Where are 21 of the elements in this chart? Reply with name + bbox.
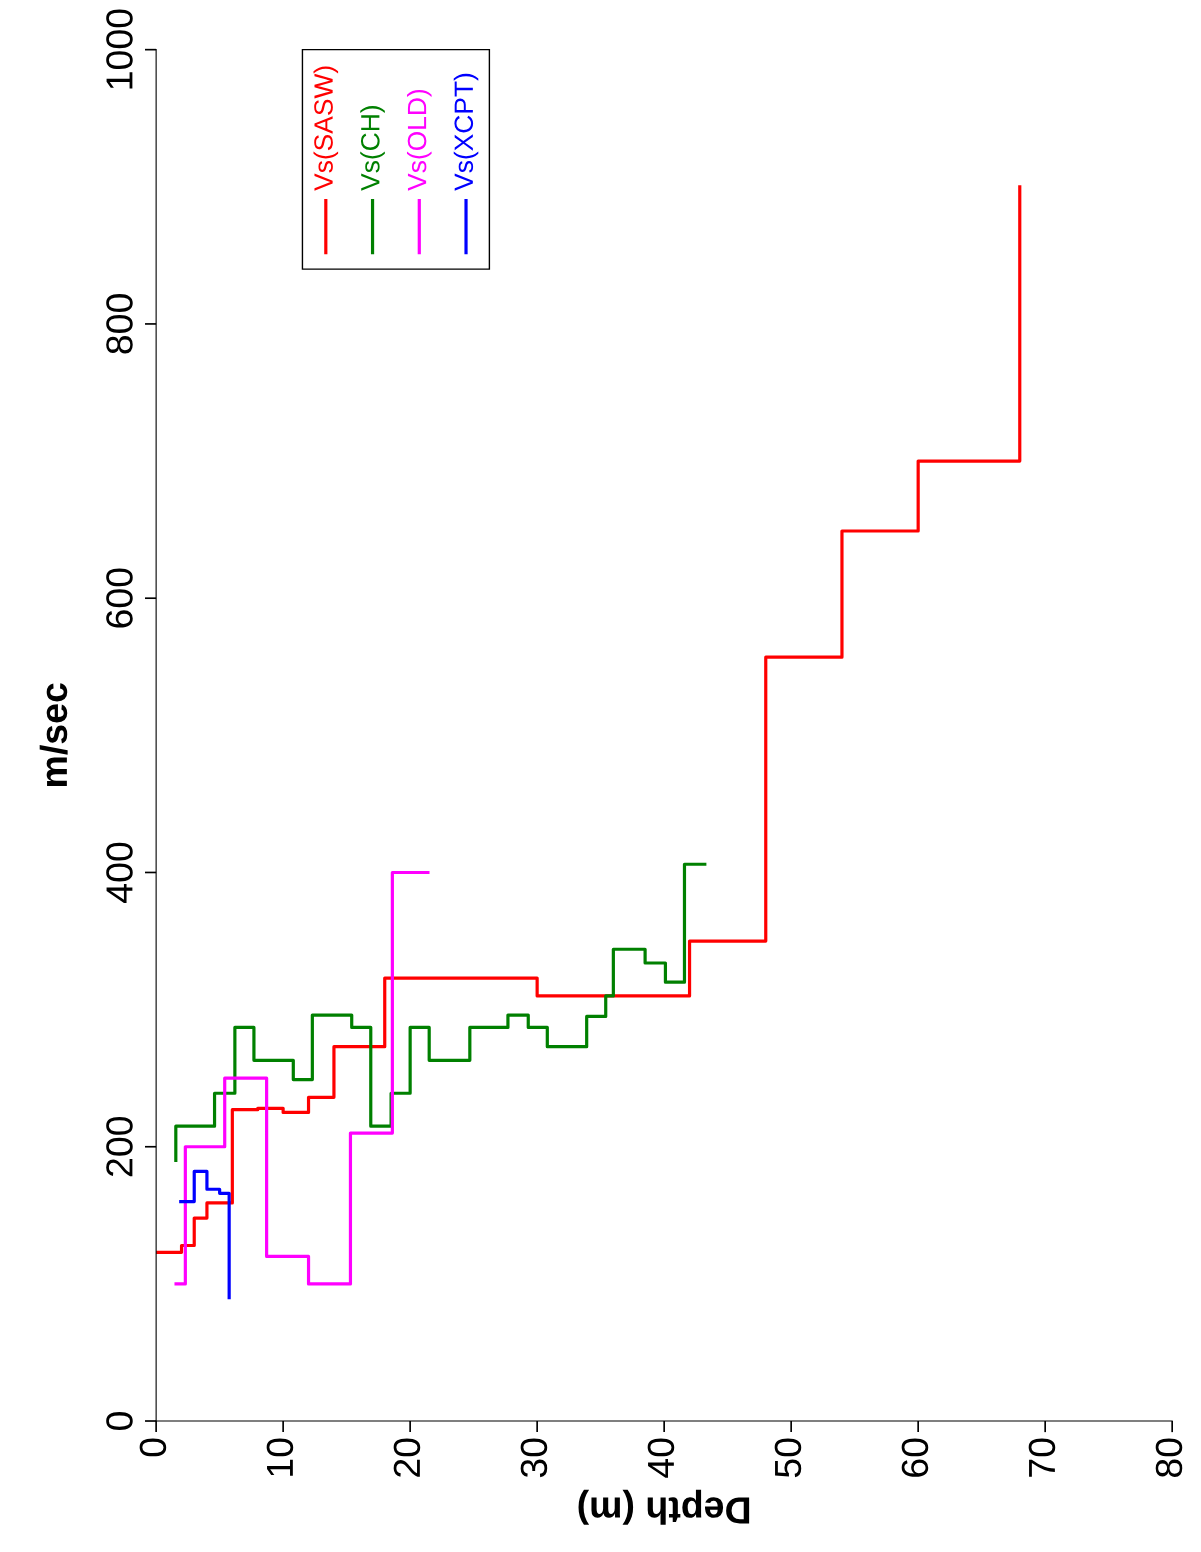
text: Vs(XCPT)	[453, 73, 479, 191]
x-tick-label: 0	[139, 1438, 167, 1457]
y-tick-label: 1000	[106, 9, 133, 89]
x-tick-label: 50	[774, 1438, 802, 1478]
y-tick-label: 600	[106, 568, 133, 628]
y-tick-label: 200	[106, 1116, 133, 1177]
x-tick-label: 70	[1028, 1438, 1056, 1477]
y-tick-label: 400	[106, 842, 133, 903]
x-tick-label: 20	[393, 1438, 421, 1477]
x-tick-label: 60	[901, 1438, 929, 1477]
text: Vs(SASW)	[313, 66, 339, 191]
y-tick-label: 0	[106, 1412, 133, 1430]
x-tick-label: 30	[520, 1438, 548, 1478]
y-axis-title: m/sec	[39, 683, 68, 787]
x-tick-label: 40	[647, 1438, 675, 1478]
x-tick-label: 80	[1155, 1438, 1183, 1478]
text: Vs(OLD)	[406, 89, 432, 191]
x-tick-label: 10	[266, 1438, 294, 1476]
text: Vs(CH)	[360, 106, 385, 191]
x-axis-title: Depth (m)	[578, 1489, 750, 1525]
y-tick-label: 800	[106, 294, 133, 354]
